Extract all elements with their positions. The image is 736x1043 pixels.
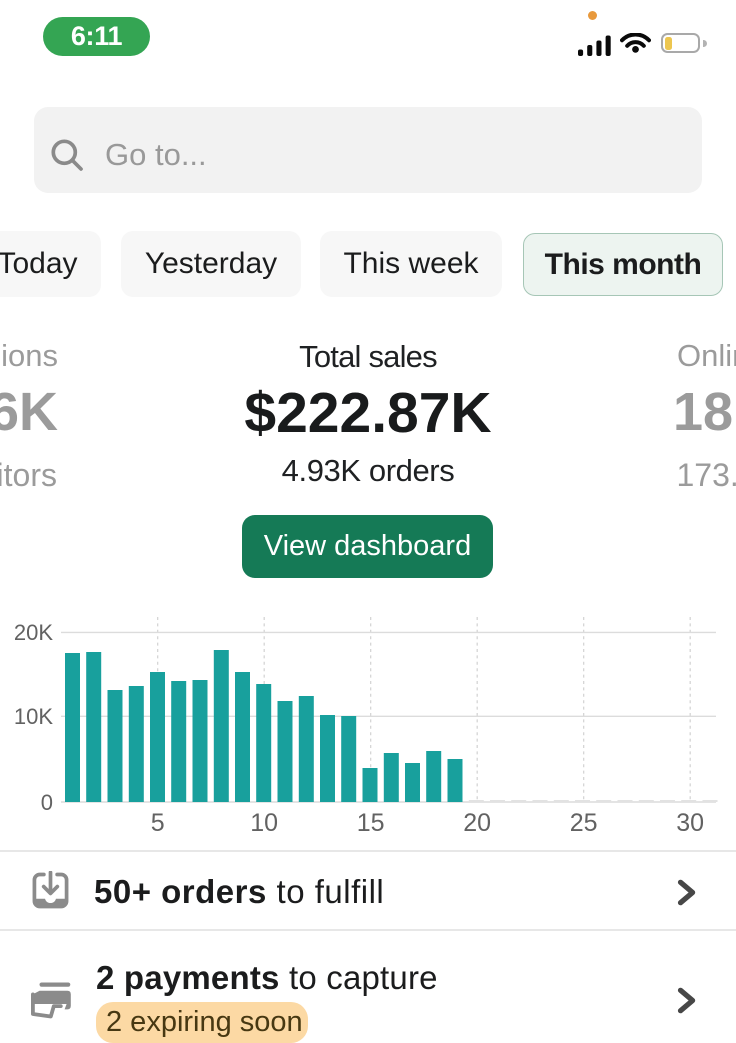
svg-text:25: 25 (570, 809, 598, 837)
svg-text:5: 5 (151, 809, 165, 837)
svg-text:15: 15 (357, 809, 385, 837)
svg-text:0: 0 (41, 790, 53, 815)
svg-text:20: 20 (463, 809, 491, 837)
svg-text:10K: 10K (14, 704, 53, 729)
svg-text:10: 10 (250, 809, 278, 837)
svg-text:20K: 20K (14, 620, 53, 645)
svg-text:30: 30 (676, 809, 704, 837)
